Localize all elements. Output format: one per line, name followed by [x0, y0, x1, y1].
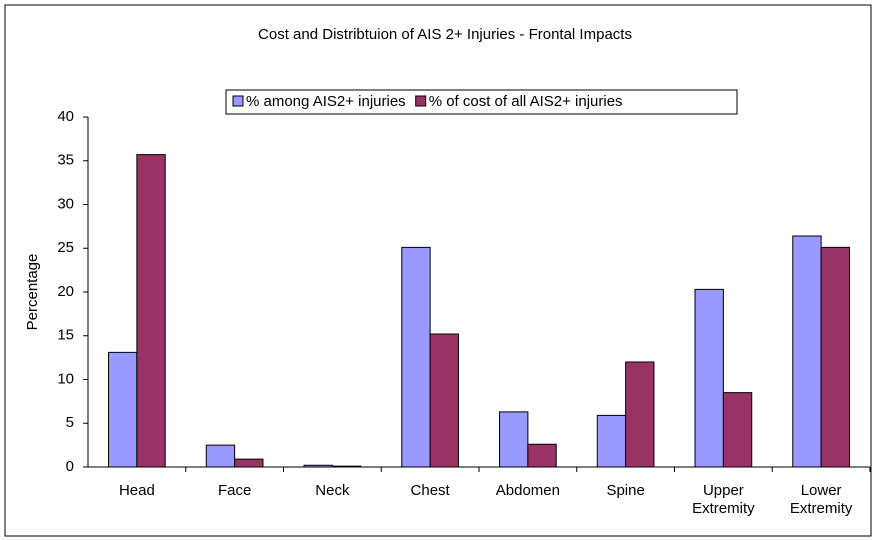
y-tick-label: 0: [66, 458, 74, 475]
chart-title: Cost and Distribtuion of AIS 2+ Injuries…: [258, 26, 632, 43]
x-tick-label: Head: [118, 482, 155, 499]
x-tick-label: Neck: [315, 482, 350, 499]
legend-swatch: [232, 95, 244, 107]
y-tick-label: 20: [57, 283, 74, 300]
x-tick-label: Upper Extremity: [692, 482, 755, 517]
bar: [108, 351, 138, 468]
bar: [429, 333, 459, 468]
legend-label: % among AIS2+ injuries: [246, 93, 406, 110]
bar: [596, 414, 627, 468]
x-tick-label: Face: [217, 482, 252, 499]
y-tick-label: 10: [57, 370, 74, 387]
bar: [499, 411, 529, 468]
legend-swatch: [415, 95, 427, 107]
bar: [694, 288, 724, 468]
x-tick-label: Chest: [410, 482, 450, 499]
y-axis-label: Percentage: [24, 254, 41, 331]
bar: [136, 154, 166, 468]
bar: [792, 235, 822, 468]
y-tick-label: 40: [57, 108, 74, 125]
y-tick-label: 15: [57, 327, 74, 344]
y-tick-label: 5: [66, 414, 74, 431]
bar: [401, 246, 431, 468]
bar: [527, 443, 557, 468]
bar: [234, 458, 264, 468]
bar: [820, 246, 850, 468]
legend-label: % of cost of all AIS2+ injuries: [429, 93, 623, 110]
bar: [303, 464, 333, 468]
legend-box: [225, 89, 738, 115]
x-tick-label: Lower Extremity: [789, 482, 853, 517]
bar: [625, 361, 655, 468]
y-tick-label: 30: [57, 195, 74, 212]
x-tick-label: Abdomen: [495, 482, 560, 499]
bar: [722, 392, 753, 468]
bar: [205, 444, 236, 468]
y-tick-label: 35: [57, 152, 74, 169]
x-tick-label: Spine: [606, 482, 645, 499]
y-tick-label: 25: [57, 239, 74, 256]
bar: [331, 465, 362, 468]
